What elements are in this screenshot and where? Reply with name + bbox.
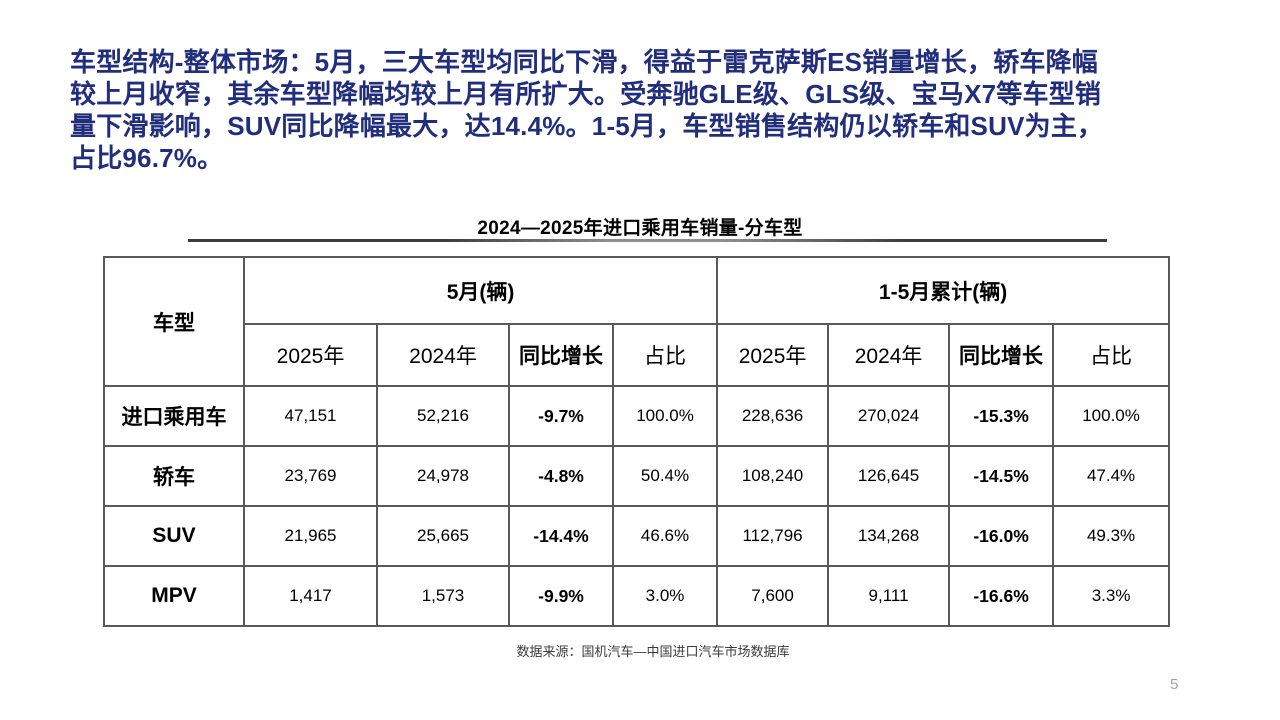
table-row-imported-passenger-cars: 进口乘用车 47,151 52,216 -9.7% 100.0% 228,636…	[103, 385, 1171, 447]
row-label: MPV	[103, 565, 245, 627]
cell-yoy-may: -14.4%	[508, 505, 614, 567]
header-row-subheaders: 2025年 2024年 同比增长 占比 2025年 2024年 同比增长 占比	[104, 323, 1171, 387]
col-header-2025-may: 2025年	[243, 323, 378, 387]
data-source-note: 数据来源：国机汽车—中国进口汽车市场数据库	[516, 644, 790, 659]
cell-2024-cum: 126,645	[827, 445, 951, 507]
row-label: SUV	[103, 505, 245, 567]
cell-2025-cum: 112,796	[716, 505, 830, 567]
cell-2024-may: 52,216	[376, 385, 510, 447]
col-group-may: 5月(辆)	[242, 256, 719, 325]
table-row-suv: SUV 21,965 25,665 -14.4% 46.6% 112,796 1…	[103, 505, 1171, 567]
cell-2025-may: 21,965	[243, 505, 378, 567]
cell-2024-cum: 270,024	[827, 385, 951, 447]
cell-share-may: 3.0%	[611, 565, 719, 627]
col-header-2025-cum: 2025年	[716, 323, 830, 387]
cell-yoy-may: -9.9%	[508, 565, 614, 627]
cell-share-cum: 47.4%	[1052, 445, 1171, 507]
cell-share-cum: 3.3%	[1052, 565, 1171, 627]
sales-table: 车型 5月(辆) 1-5月累计(辆) 2025年 2024年 同比增长 占比 2…	[103, 256, 1171, 627]
cell-2025-cum: 108,240	[716, 445, 830, 507]
row-label: 轿车	[103, 445, 245, 507]
row-label: 进口乘用车	[103, 385, 245, 447]
page-number: 5	[1170, 676, 1179, 693]
cell-share-may: 46.6%	[611, 505, 719, 567]
table-row-mpv: MPV 1,417 1,573 -9.9% 3.0% 7,600 9,111 -…	[103, 565, 1171, 627]
cell-2025-may: 47,151	[243, 385, 378, 447]
col-header-vehicle-type: 车型	[103, 256, 245, 387]
col-header-2024-cum: 2024年	[827, 323, 951, 387]
col-group-jan-may-cumulative: 1-5月累计(辆)	[716, 256, 1171, 325]
table-title: 2024—2025年进口乘用车销量-分车型	[477, 218, 803, 239]
cell-2024-cum: 9,111	[827, 565, 951, 627]
cell-2024-may: 1,573	[376, 565, 510, 627]
cell-2025-may: 23,769	[243, 445, 378, 507]
cell-yoy-cum: -14.5%	[948, 445, 1055, 507]
col-header-share-may: 占比	[611, 323, 719, 387]
headline-line-1: 车型结构-整体市场：5月，三大车型均同比下滑，得益于雷克萨斯ES销量增长，轿车降…	[70, 47, 1099, 77]
cell-share-cum: 49.3%	[1052, 505, 1171, 567]
cell-share-may: 100.0%	[611, 385, 719, 447]
col-header-share-cum: 占比	[1052, 323, 1171, 387]
cell-yoy-cum: -15.3%	[948, 385, 1055, 447]
title-underline	[188, 239, 1107, 242]
cell-yoy-may: -9.7%	[508, 385, 614, 447]
cell-2025-cum: 7,600	[716, 565, 830, 627]
cell-2025-may: 1,417	[243, 565, 378, 627]
cell-2025-cum: 228,636	[716, 385, 830, 447]
cell-share-may: 50.4%	[611, 445, 719, 507]
cell-yoy-cum: -16.6%	[948, 565, 1055, 627]
headline-line-2: 较上月收窄，其余车型降幅均较上月有所扩大。受奔驰GLE级、GLS级、宝马X7等车…	[70, 79, 1102, 109]
col-header-yoy-may: 同比增长	[508, 323, 614, 387]
headline: 车型结构-整体市场：5月，三大车型均同比下滑，得益于雷克萨斯ES销量增长，轿车降…	[70, 46, 1210, 174]
col-header-yoy-cum: 同比增长	[948, 323, 1055, 387]
header-row-groups: 车型 5月(辆) 1-5月累计(辆)	[103, 256, 1171, 387]
cell-yoy-may: -4.8%	[508, 445, 614, 507]
cell-2024-may: 24,978	[376, 445, 510, 507]
headline-line-3: 量下滑影响，SUV同比降幅最大，达14.4%。1-5月，车型销售结构仍以轿车和S…	[70, 111, 1104, 141]
cell-yoy-cum: -16.0%	[948, 505, 1055, 567]
headline-line-4: 占比96.7%。	[70, 143, 224, 173]
cell-2024-may: 25,665	[376, 505, 510, 567]
cell-share-cum: 100.0%	[1052, 385, 1171, 447]
table-row-sedan: 轿车 23,769 24,978 -4.8% 50.4% 108,240 126…	[103, 445, 1171, 507]
col-header-2024-may: 2024年	[376, 323, 510, 387]
cell-2024-cum: 134,268	[827, 505, 951, 567]
